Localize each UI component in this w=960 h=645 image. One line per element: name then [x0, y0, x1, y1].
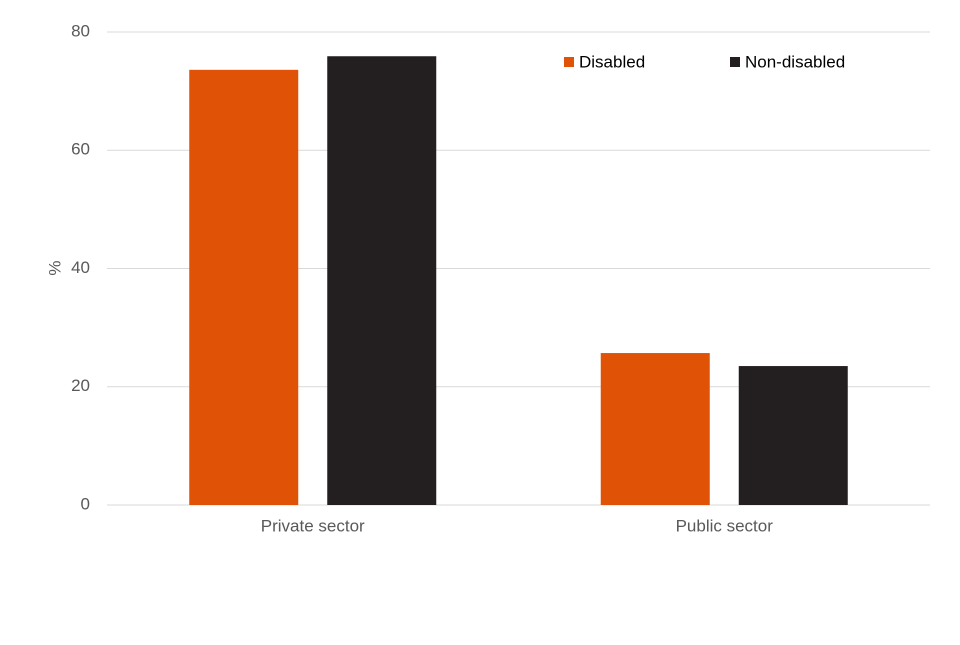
legend-label: Disabled — [579, 52, 645, 71]
y-tick-label: 40 — [71, 258, 90, 277]
legend-label: Non-disabled — [745, 52, 845, 71]
bar — [327, 56, 437, 506]
legend-swatch — [564, 57, 574, 67]
y-tick-label: 20 — [71, 376, 90, 395]
y-axis-label: % — [45, 260, 64, 275]
y-tick-label: 60 — [71, 140, 90, 159]
x-tick-label: Private sector — [261, 516, 365, 535]
bar — [189, 69, 299, 505]
y-tick-label: 0 — [81, 494, 90, 513]
legend-swatch — [730, 57, 740, 67]
y-tick-label: 80 — [71, 21, 90, 40]
x-tick-label: Public sector — [676, 516, 774, 535]
bar — [738, 366, 848, 505]
bar — [600, 353, 710, 505]
